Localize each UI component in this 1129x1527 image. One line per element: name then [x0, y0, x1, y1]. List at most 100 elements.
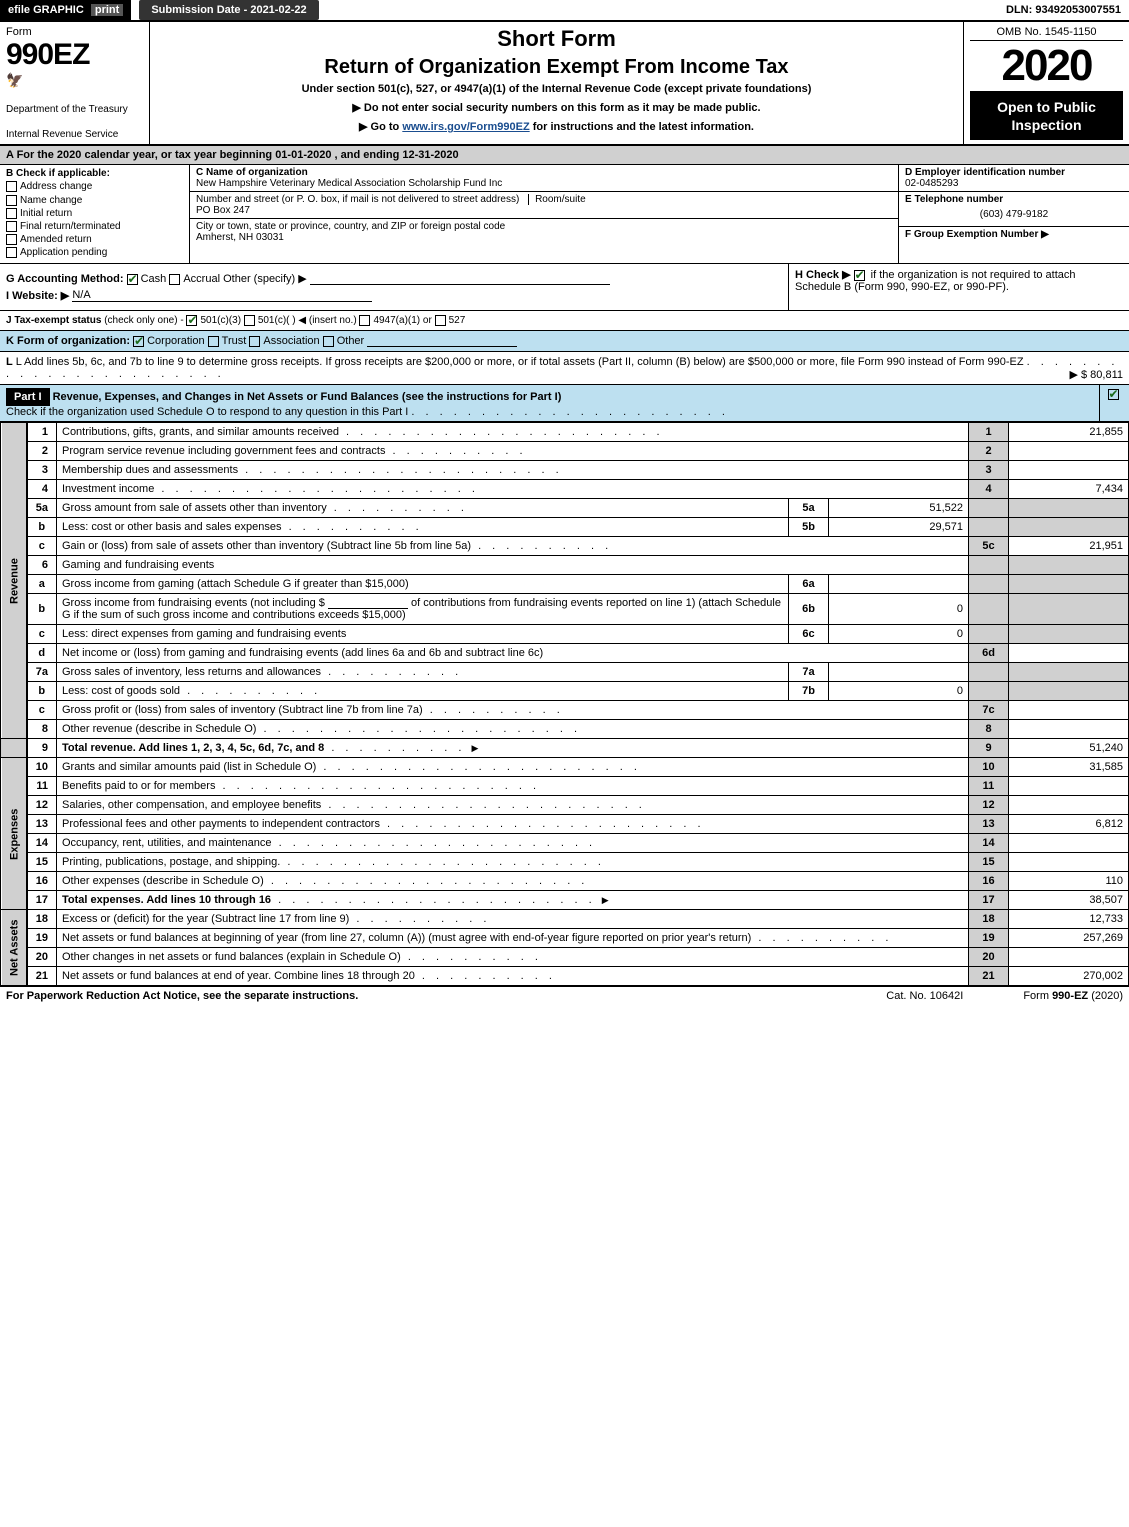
chk-final-return[interactable]: Final return/terminated: [6, 221, 183, 232]
chk-amended-return[interactable]: Amended return: [6, 234, 183, 245]
l11-desc: Benefits paid to or for members: [62, 780, 215, 792]
line-6a: a Gross income from gaming (attach Sched…: [1, 575, 1129, 594]
row-l: L L Add lines 5b, 6c, and 7b to line 9 t…: [0, 352, 1129, 385]
l10-num: 10: [27, 758, 57, 777]
l7a-num: 7a: [27, 663, 57, 682]
l6b-num: b: [27, 594, 57, 625]
room-label: Room/suite: [528, 194, 586, 205]
l6-shade-val: [1009, 556, 1129, 575]
group-exemption-label: F Group Exemption Number ▶: [905, 229, 1049, 240]
part1-check-cell[interactable]: [1099, 385, 1129, 421]
l6d-val: [1009, 644, 1129, 663]
l6b-desc1: Gross income from fundraising events (no…: [62, 597, 325, 609]
l5a-sv: 51,522: [829, 499, 969, 518]
l12-desc: Salaries, other compensation, and employ…: [62, 799, 321, 811]
l8-val: [1009, 720, 1129, 739]
chk-schedule-o[interactable]: [1108, 389, 1119, 400]
chk-accrual[interactable]: [169, 274, 180, 285]
l5b-shade: [969, 518, 1009, 537]
l7b-sv: 0: [829, 682, 969, 701]
goto-link[interactable]: www.irs.gov/Form990EZ: [402, 121, 529, 133]
chk-initial-return[interactable]: Initial return: [6, 208, 183, 219]
l16-desc: Other expenses (describe in Schedule O): [62, 875, 264, 887]
l7b-shade: [969, 682, 1009, 701]
l6c-desc: Less: direct expenses from gaming and fu…: [62, 628, 346, 640]
l7a-desc: Gross sales of inventory, less returns a…: [62, 666, 321, 678]
efile-graphic-label: efile GRAPHIC print: [0, 0, 131, 20]
l5b-num: b: [27, 518, 57, 537]
submission-date-badge: Submission Date - 2021-02-22: [139, 0, 318, 20]
l7c-val: [1009, 701, 1129, 720]
line-15: 15 Printing, publications, postage, and …: [1, 853, 1129, 872]
opt-other-org: Other: [337, 335, 365, 347]
l7b-sn: 7b: [789, 682, 829, 701]
chk-application-pending[interactable]: Application pending: [6, 247, 183, 258]
chk-4947[interactable]: [359, 315, 370, 326]
line-14: 14 Occupancy, rent, utilities, and maint…: [1, 834, 1129, 853]
l6b-sv: 0: [829, 594, 969, 625]
other-org-field[interactable]: [367, 346, 517, 347]
row-a-tax-year: A For the 2020 calendar year, or tax yea…: [0, 146, 1129, 165]
header-center: Short Form Return of Organization Exempt…: [150, 22, 964, 144]
l10-desc: Grants and similar amounts paid (list in…: [62, 761, 316, 773]
line-5c: c Gain or (loss) from sale of assets oth…: [1, 537, 1129, 556]
l1-ln: 1: [969, 423, 1009, 442]
line-3: 3 Membership dues and assessments 3: [1, 461, 1129, 480]
chk-trust[interactable]: [208, 336, 219, 347]
chk-527[interactable]: [435, 315, 446, 326]
top-bar: efile GRAPHIC print Submission Date - 20…: [0, 0, 1129, 22]
line-10: Expenses 10 Grants and similar amounts p…: [1, 758, 1129, 777]
print-button[interactable]: print: [91, 4, 123, 16]
l11-ln: 11: [969, 777, 1009, 796]
chk-501c[interactable]: [244, 315, 255, 326]
chk-other-org[interactable]: [323, 336, 334, 347]
chk-assoc[interactable]: [249, 336, 260, 347]
opt-assoc: Association: [263, 335, 319, 347]
l13-val: 6,812: [1009, 815, 1129, 834]
l3-val: [1009, 461, 1129, 480]
opt-4947: 4947(a)(1) or: [373, 315, 431, 326]
l5a-desc: Gross amount from sale of assets other t…: [62, 502, 327, 514]
line-5b: b Less: cost or other basis and sales ex…: [1, 518, 1129, 537]
accrual-label: Accrual: [183, 273, 220, 285]
line-6b: b Gross income from fundraising events (…: [1, 594, 1129, 625]
l4-ln: 4: [969, 480, 1009, 499]
chk-corp[interactable]: [133, 336, 144, 347]
col-h: H Check ▶ if the organization is not req…: [789, 264, 1129, 310]
line-6d: d Net income or (loss) from gaming and f…: [1, 644, 1129, 663]
l6a-shade: [969, 575, 1009, 594]
l7b-shade-val: [1009, 682, 1129, 701]
l14-val: [1009, 834, 1129, 853]
other-specify-label: Other (specify) ▶: [223, 273, 307, 285]
l6a-num: a: [27, 575, 57, 594]
l9-num: 9: [27, 739, 57, 758]
col-b-title: B Check if applicable:: [6, 168, 110, 179]
l1-num: 1: [27, 423, 57, 442]
line-4: 4 Investment income 4 7,434: [1, 480, 1129, 499]
l3-num: 3: [27, 461, 57, 480]
street-value: PO Box 247: [196, 205, 250, 216]
l6-desc: Gaming and fundraising events: [57, 556, 969, 575]
chk-cash[interactable]: [127, 274, 138, 285]
line-7c: c Gross profit or (loss) from sales of i…: [1, 701, 1129, 720]
l7c-num: c: [27, 701, 57, 720]
l9-val: 51,240: [1009, 739, 1129, 758]
l8-ln: 8: [969, 720, 1009, 739]
opt-501c: 501(c)( ): [258, 315, 296, 326]
l5a-shade-val: [1009, 499, 1129, 518]
other-specify-field[interactable]: [310, 284, 610, 285]
line-20: 20 Other changes in net assets or fund b…: [1, 948, 1129, 967]
chk-address-change[interactable]: Address change: [6, 181, 183, 192]
l12-num: 12: [27, 796, 57, 815]
l15-desc: Printing, publications, postage, and shi…: [62, 856, 280, 868]
l5c-desc: Gain or (loss) from sale of assets other…: [62, 540, 471, 552]
chk-h[interactable]: [854, 270, 865, 281]
l18-num: 18: [27, 910, 57, 929]
chk-name-change[interactable]: Name change: [6, 195, 183, 206]
chk-501c3[interactable]: [186, 315, 197, 326]
part1-title: Revenue, Expenses, and Changes in Net As…: [53, 391, 562, 403]
do-not-enter-text: ▶ Do not enter social security numbers o…: [160, 101, 953, 114]
l13-num: 13: [27, 815, 57, 834]
part1-header-row: Part I Revenue, Expenses, and Changes in…: [0, 385, 1129, 422]
l13-ln: 13: [969, 815, 1009, 834]
